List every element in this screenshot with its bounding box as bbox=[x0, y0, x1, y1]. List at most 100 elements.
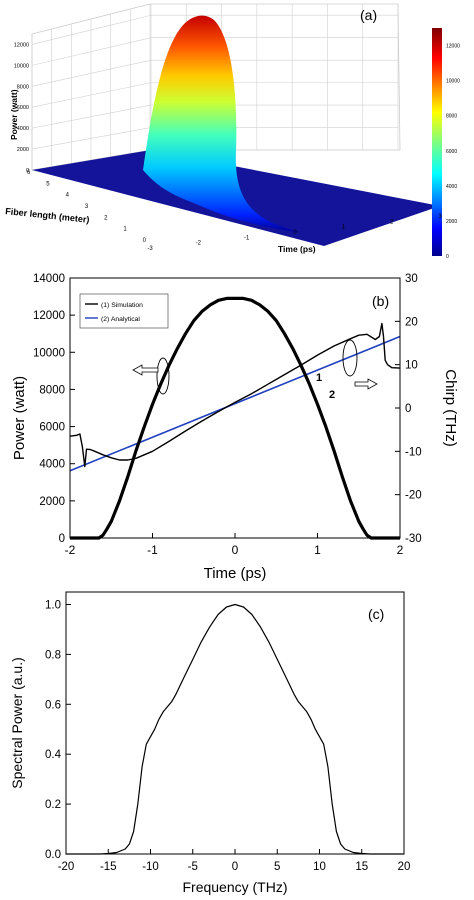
x-tick-label: -1 bbox=[147, 543, 158, 557]
y-tick-label: 2 bbox=[104, 215, 108, 221]
z-axis-ticks: 0 2000 4000 6000 8000 10000 12000 bbox=[14, 42, 29, 174]
y2-tick-label: -30 bbox=[405, 533, 422, 545]
annotation-arrow-left bbox=[132, 364, 159, 376]
y-axis-label: Fiber length (meter) bbox=[5, 206, 90, 225]
annotation-chirp-axis bbox=[342, 339, 378, 390]
x-axis-label: Time (ps) bbox=[204, 565, 267, 582]
panel-b: -2 -1 0 1 2 0 2000 4000 6000 8000 10000 12000 14000-… bbox=[0, 270, 474, 585]
y-tick-label: 4 bbox=[66, 193, 70, 199]
z-tick-label: 6000 bbox=[17, 105, 29, 111]
pulse-surface bbox=[143, 15, 300, 232]
x-tick-label: -3 bbox=[147, 246, 153, 252]
grid-line bbox=[31, 127, 152, 150]
annotation-power-axis bbox=[132, 357, 170, 395]
colorbar-tick-label: 2000 bbox=[446, 219, 457, 225]
z-tick-label: 4000 bbox=[17, 126, 29, 132]
z-tick-label: 2000 bbox=[17, 147, 29, 153]
x-tick-label: 0 bbox=[232, 861, 238, 873]
annotation-arrow-right bbox=[354, 378, 378, 390]
z-tick-label: 0 bbox=[26, 168, 29, 174]
x-tick-label: 0 bbox=[232, 543, 239, 557]
x-tick-label: -20 bbox=[58, 861, 75, 873]
y-tick-label: 0.6 bbox=[45, 699, 61, 711]
power-chirp-chart: -2 -1 0 1 202000400060008000100001200014000-… bbox=[11, 273, 459, 582]
y-tick-label: 8000 bbox=[39, 384, 65, 396]
x-tick-label: 1 bbox=[342, 225, 346, 231]
y2-tick-label: -10 bbox=[405, 446, 422, 458]
y2-tick-label: 30 bbox=[405, 273, 418, 285]
y-tick-label: 14000 bbox=[33, 273, 65, 285]
colorbar-tick-label: 8000 bbox=[446, 114, 457, 120]
x-tick-label: 2 bbox=[390, 219, 394, 225]
series-lines bbox=[66, 603, 404, 855]
x-axis-label: Time (ps) bbox=[278, 244, 316, 254]
colorbar-ticks: 0 2000 4000 6000 8000 10000 12000 bbox=[446, 44, 460, 260]
legend-box bbox=[79, 293, 169, 329]
panel-a: (a) 0 2000 4000 6000 8000 10000 12000 0 2000 400… bbox=[0, 0, 474, 270]
y2-tick-label: 10 bbox=[405, 360, 418, 372]
x-axis-ticks: -3 -2 -1 0 1 2 3 bbox=[147, 214, 442, 252]
annotation-ellipse-right bbox=[342, 339, 358, 377]
y-tick-label: 0 bbox=[143, 238, 147, 244]
x-tick-label: -1 bbox=[244, 235, 250, 241]
y2-tick-label: 0 bbox=[405, 403, 411, 415]
series-line-spectrum bbox=[66, 603, 404, 855]
axis-ticks: -2 -1 0 1 202000400060008000100001200014000-… bbox=[33, 273, 422, 557]
colorbar bbox=[432, 28, 442, 256]
y-tick-label: 0.8 bbox=[45, 649, 61, 661]
x-tick-label: -5 bbox=[188, 861, 198, 873]
y-tick-label: 2000 bbox=[39, 496, 65, 508]
y2-axis-label: Chirp (THz) bbox=[442, 369, 459, 447]
x-tick-label: 5 bbox=[274, 861, 280, 873]
y-axis-label: Power (watt) bbox=[11, 376, 28, 460]
y-tick-label: 1 bbox=[123, 227, 127, 233]
x-tick-label: 20 bbox=[398, 861, 411, 873]
y-tick-label: 5 bbox=[46, 181, 50, 187]
curve-label-2: 2 bbox=[329, 389, 335, 401]
plot-frame bbox=[69, 277, 401, 539]
x-tick-label: -2 bbox=[65, 543, 76, 557]
panel-label-b: (b) bbox=[372, 293, 389, 309]
x-tick-label: -2 bbox=[196, 241, 202, 247]
x-tick-label: 15 bbox=[355, 861, 368, 873]
colorbar-tick-label: 6000 bbox=[446, 149, 457, 155]
grid-line bbox=[31, 14, 152, 45]
y-tick-label: 12000 bbox=[33, 310, 65, 322]
x-tick-label: 2 bbox=[397, 543, 404, 557]
x-tick-label: 1 bbox=[314, 543, 321, 557]
z-axis-label: Power (watt) bbox=[9, 89, 19, 140]
colorbar-tick-label: 10000 bbox=[446, 79, 460, 85]
y-tick-label: 6 bbox=[27, 170, 31, 176]
y-tick-label: 0.4 bbox=[45, 749, 62, 761]
y-tick-label: 3 bbox=[85, 204, 89, 210]
z-tick-label: 10000 bbox=[14, 63, 29, 69]
plot-frame bbox=[65, 591, 405, 855]
y-axis-ticks: 0 1 2 3 4 5 6 bbox=[27, 170, 147, 244]
colorbar-tick-label: 12000 bbox=[446, 44, 460, 50]
grid-line bbox=[31, 104, 152, 129]
panel-label-c: (c) bbox=[368, 606, 384, 622]
x-tick-label: -15 bbox=[100, 861, 117, 873]
legend: (1) Simulation (2) Analytical bbox=[79, 293, 169, 329]
y-tick-label: 4000 bbox=[39, 459, 65, 471]
y-tick-label: 6000 bbox=[39, 422, 65, 434]
panel-label-a: (a) bbox=[360, 7, 377, 23]
y-axis-label: Spectral Power (a.u.) bbox=[9, 657, 25, 789]
series-lines bbox=[69, 296, 401, 540]
axis-ticks: -20 -15 -10 -5 0 5 10 15 20 0.0 0.2 0.4 0.6 0.8 1.0 bbox=[45, 599, 410, 873]
spectrum-chart: -20 -15 -10 -5 0 5 10 15 20 0.0 0.2 0.4 0.6 0.8 1.0 (c… bbox=[9, 591, 410, 895]
y-tick-label: 0.0 bbox=[45, 849, 61, 861]
y-tick-label: 10000 bbox=[33, 347, 65, 359]
grid-line bbox=[31, 37, 152, 66]
y-tick-label: 0 bbox=[59, 533, 65, 545]
x-tick-label: 0 bbox=[293, 230, 297, 236]
grid-line bbox=[31, 59, 152, 87]
x-tick-label: -10 bbox=[142, 861, 159, 873]
x-axis-label: Frequency (THz) bbox=[182, 879, 287, 895]
legend-entry-analytical: (2) Analytical bbox=[101, 316, 140, 323]
z-tick-label: 12000 bbox=[14, 42, 29, 48]
legend-entry-simulation: (1) Simulation bbox=[101, 302, 143, 309]
series-line-power bbox=[70, 296, 400, 540]
x-tick-label: 10 bbox=[313, 861, 326, 873]
